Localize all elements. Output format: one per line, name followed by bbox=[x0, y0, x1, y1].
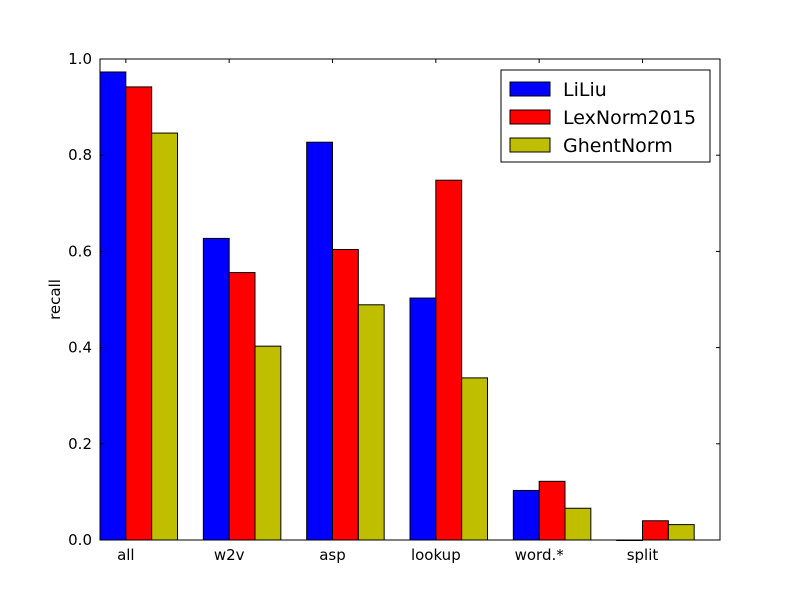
legend-swatch-liliu bbox=[509, 81, 551, 97]
bar-ghentnorm-all bbox=[151, 132, 179, 541]
bar-lexnorm2015-all bbox=[125, 86, 153, 541]
legend-label-ghentnorm: GhentNorm bbox=[563, 135, 673, 157]
y-tick-label: 0.4 bbox=[68, 339, 92, 357]
bar-liliu-word bbox=[512, 489, 540, 541]
bar-ghentnorm-split bbox=[667, 524, 695, 541]
bar-lexnorm2015-split bbox=[642, 520, 669, 541]
bar-ghentnorm-word bbox=[564, 507, 592, 541]
y-tick-label: 1.0 bbox=[68, 50, 92, 68]
bar-liliu-asp bbox=[306, 141, 333, 541]
x-tick-label: asp bbox=[319, 546, 346, 564]
x-tick-label: word.* bbox=[515, 546, 565, 564]
bar-liliu-lookup bbox=[409, 297, 437, 541]
bar-lexnorm2015-word bbox=[538, 480, 566, 541]
y-tick-label: 0.6 bbox=[68, 242, 92, 260]
x-tick-label: split bbox=[627, 546, 659, 564]
bar-lexnorm2015-w2v bbox=[228, 272, 256, 541]
legend-label-liliu: LiLiu bbox=[563, 79, 607, 101]
y-tick-label: 0.8 bbox=[68, 146, 92, 164]
bar-lexnorm2015-lookup bbox=[435, 179, 463, 541]
bar-liliu-w2v bbox=[202, 237, 230, 541]
y-tick-label: 0.0 bbox=[68, 531, 92, 549]
bar-ghentnorm-asp bbox=[357, 304, 385, 541]
x-tick-label: all bbox=[117, 546, 135, 564]
bar-lexnorm2015-asp bbox=[332, 248, 359, 541]
legend-label-lexnorm2015: LexNorm2015 bbox=[563, 107, 696, 129]
legend: LiLiu LexNorm2015 GhentNorm bbox=[500, 69, 711, 163]
legend-swatch-lexnorm2015 bbox=[509, 109, 551, 125]
y-axis: 0.0 0.2 0.4 0.6 0.8 1.0 bbox=[68, 50, 720, 549]
x-tick-label: w2v bbox=[214, 546, 245, 564]
y-axis-label: recall bbox=[46, 279, 64, 320]
y-tick-label: 0.2 bbox=[68, 435, 92, 453]
bar-liliu-split bbox=[616, 539, 644, 541]
bar-liliu-all bbox=[99, 71, 127, 541]
bars-group bbox=[99, 71, 695, 541]
x-axis: all w2v asp lookup word.* split bbox=[117, 59, 658, 564]
legend-swatch-ghentnorm bbox=[509, 137, 551, 153]
bar-ghentnorm-lookup bbox=[461, 377, 488, 541]
x-tick-label: lookup bbox=[411, 546, 461, 564]
bar-ghentnorm-w2v bbox=[254, 345, 282, 541]
